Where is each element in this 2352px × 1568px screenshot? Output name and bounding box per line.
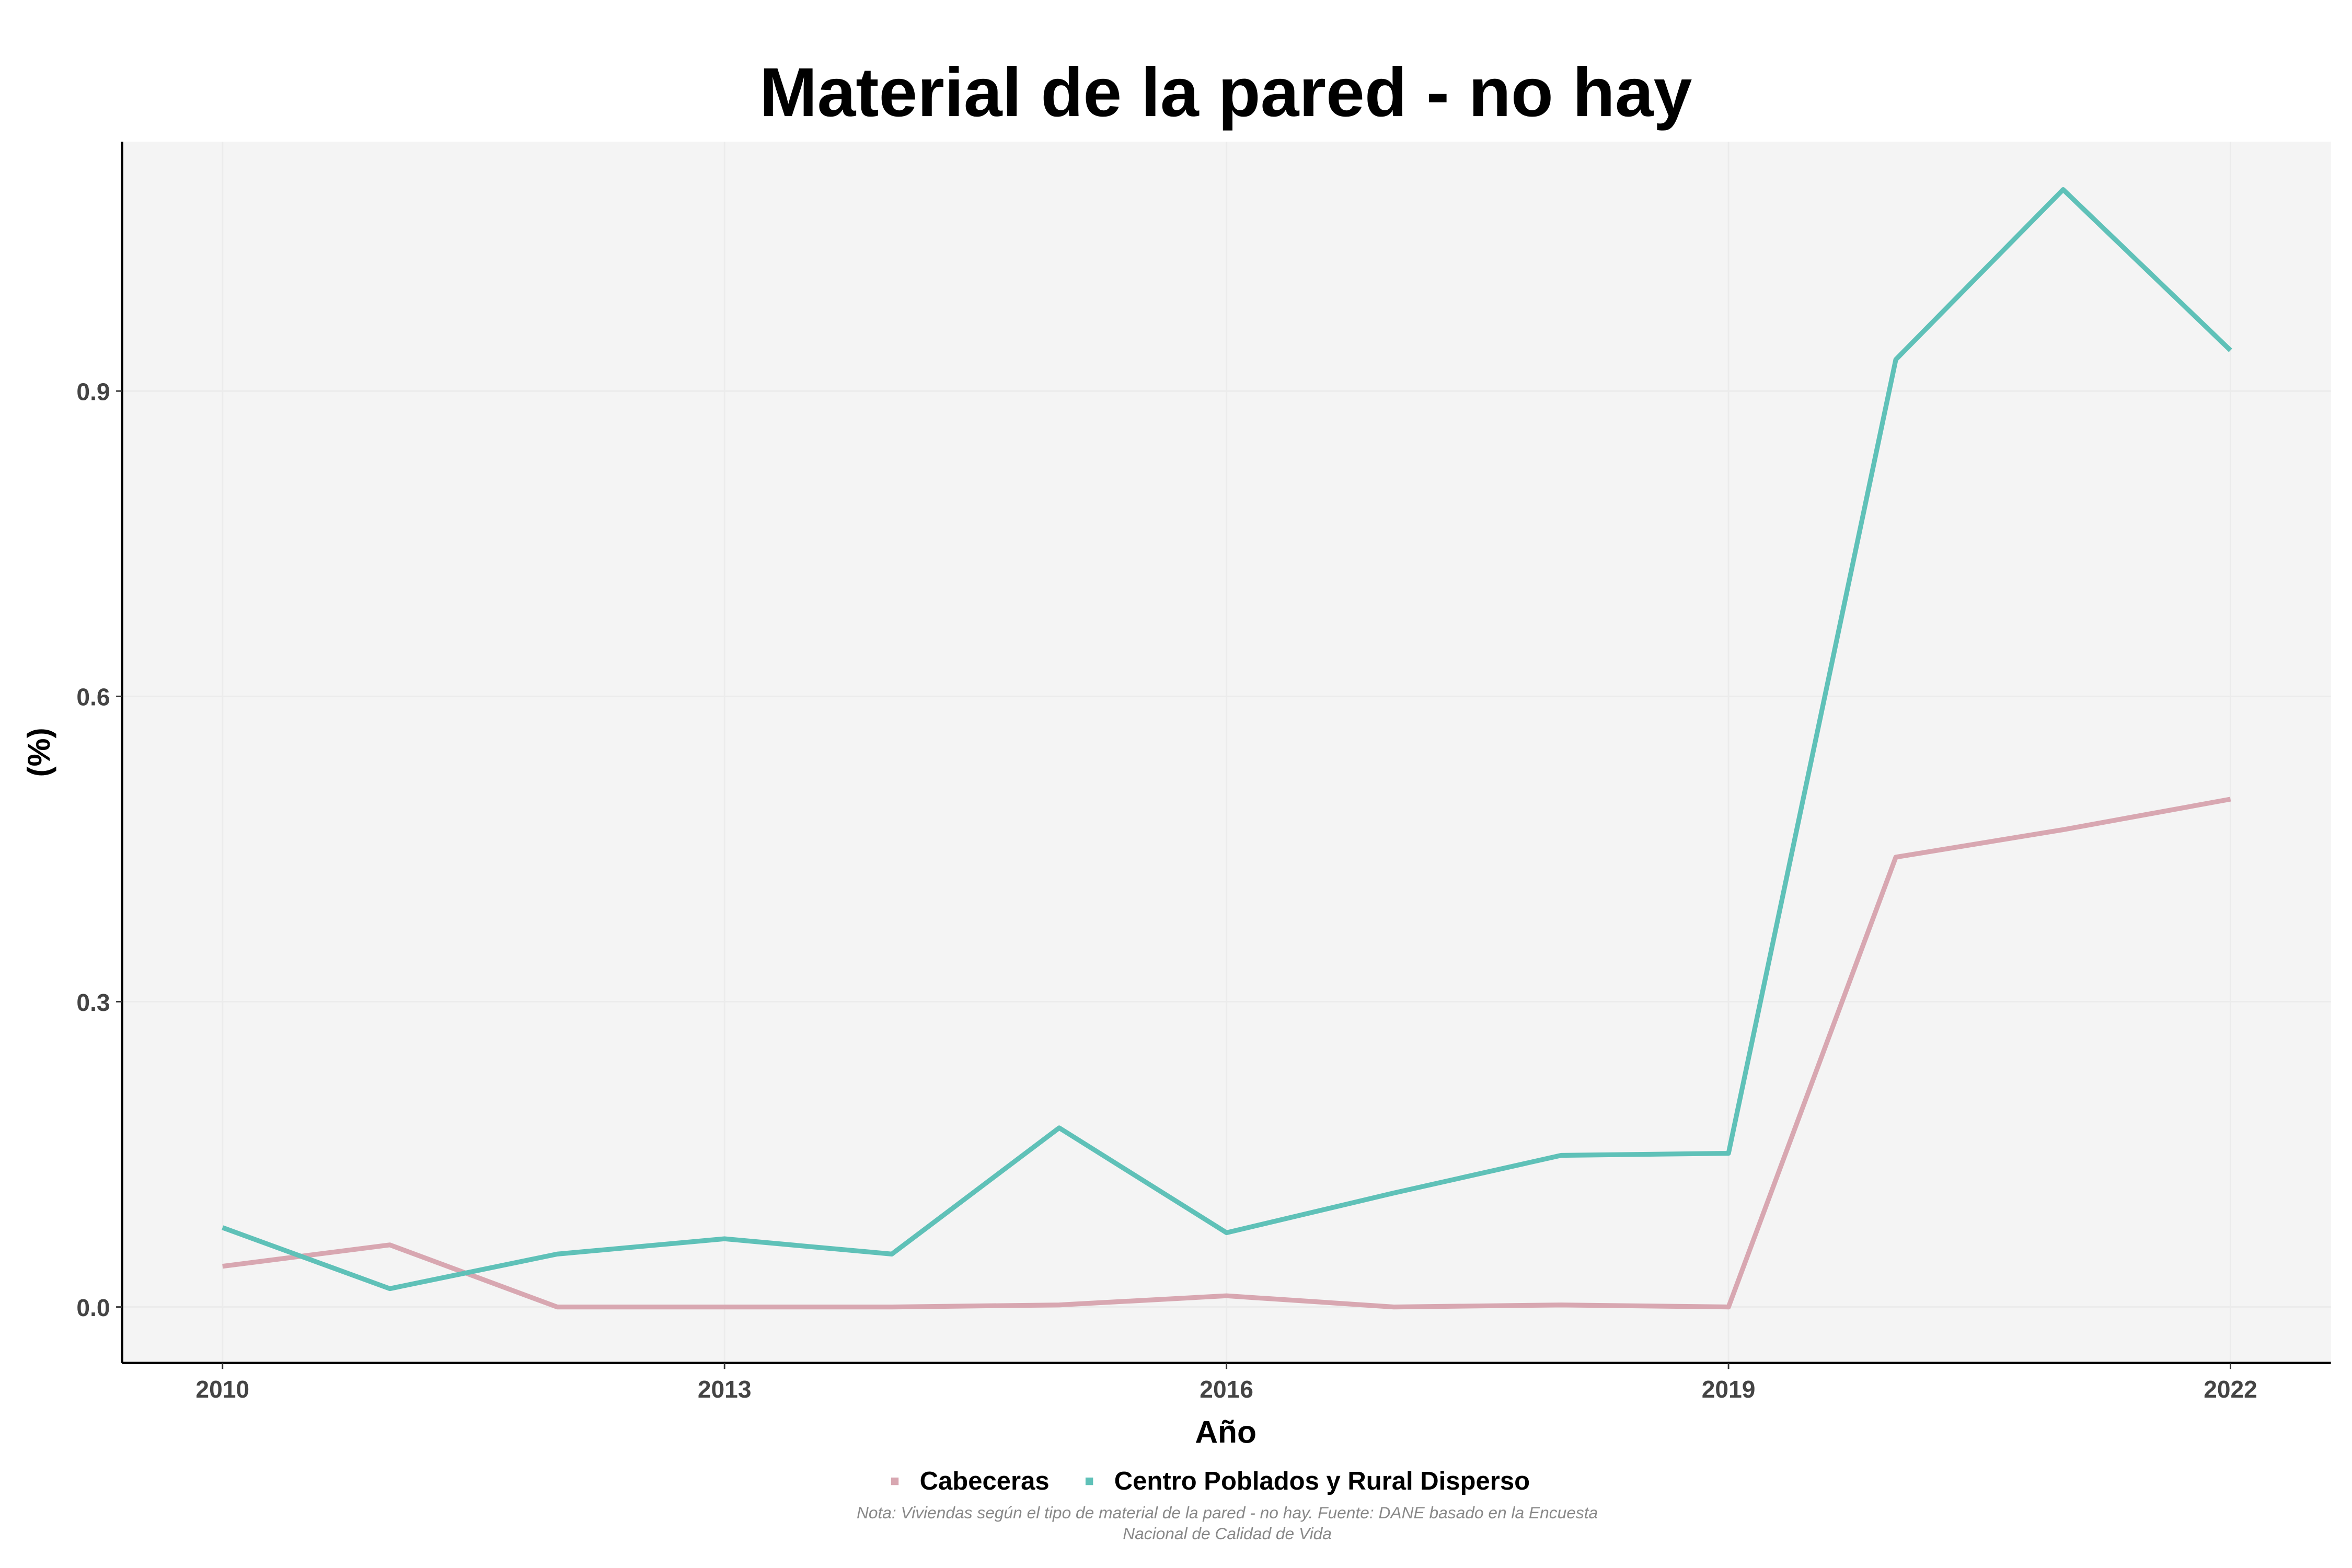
y-tick-label: 0.6: [76, 684, 110, 711]
x-tick-label: 2022: [2204, 1376, 2257, 1403]
y-tick-label: 0.0: [76, 1294, 110, 1321]
x-tick-label: 2010: [195, 1376, 249, 1403]
legend: Cabeceras Centro Poblados y Rural Disper…: [891, 1467, 1530, 1495]
legend-swatch-cabeceras: [891, 1477, 899, 1485]
x-tick-label: 2016: [1200, 1376, 1253, 1403]
legend-swatch-centro-poblados: [1085, 1477, 1093, 1485]
x-tick-label: 2013: [698, 1376, 752, 1403]
y-tick-label: 0.9: [76, 378, 110, 406]
y-tick-label: 0.3: [76, 989, 110, 1016]
tick-labels: 0.0 0.3 0.6 0.9 2010 2013 2016 2019 2022: [76, 378, 2257, 1403]
chart-title: Material de la pared - no hay: [759, 54, 1692, 131]
y-axis-label: (%): [21, 728, 56, 777]
legend-label-centro-poblados: Centro Poblados y Rural Disperso: [1114, 1467, 1530, 1495]
x-axis-label: Año: [1195, 1414, 1256, 1450]
x-tick-label: 2019: [1702, 1376, 1756, 1403]
note-line-2: Nacional de Calidad de Vida: [1123, 1524, 1332, 1543]
note-line-1: Nota: Viviendas según el tipo de materia…: [857, 1503, 1598, 1522]
gridlines: [122, 142, 2331, 1363]
legend-label-cabeceras: Cabeceras: [920, 1467, 1050, 1495]
series-lines: [222, 187, 2232, 1310]
